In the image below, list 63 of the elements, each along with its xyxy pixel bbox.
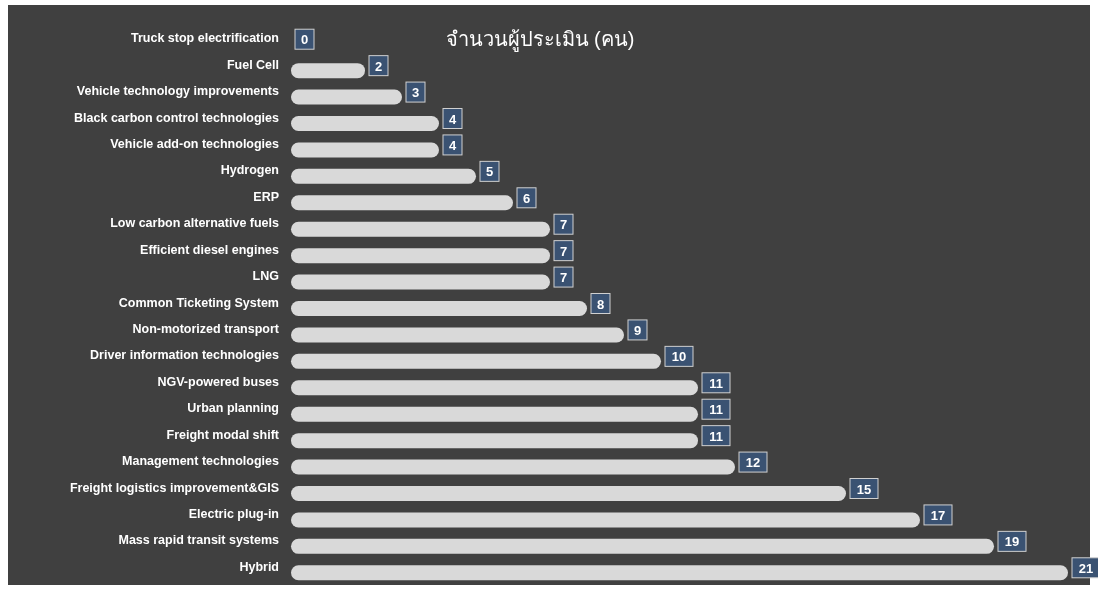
bar [291,89,402,105]
y-tick-label: Truck stop electrification [131,31,279,46]
y-tick-label: Non-motorized transport [132,321,280,336]
data-label: 5 [485,164,494,180]
data-label: 0 [300,32,309,48]
bar [291,301,587,316]
bar [291,433,698,449]
data-label: 7 [559,217,568,233]
y-tick-label: NGV-powered buses [157,374,280,389]
bar [291,274,550,290]
data-label: 7 [559,270,568,286]
bar [291,353,661,369]
bar [291,116,439,131]
y-tick-label: Freight modal shift [166,427,280,442]
data-label: 6 [522,190,531,206]
y-tick-label: Common Ticketing System [118,295,279,310]
y-tick-label: Driver information technologies [90,348,280,363]
data-label: 10 [671,349,687,365]
data-label: 8 [596,296,605,312]
y-tick-label: Efficient diesel engines [140,242,280,257]
bar [291,538,994,554]
bar [291,486,846,501]
y-tick-label: Fuel Cell [226,57,279,72]
y-tick-label: ERP [253,189,279,204]
data-label: 19 [1004,534,1020,550]
data-label: 11 [709,428,723,444]
data-label: 3 [411,85,420,101]
y-tick-label: LNG [252,269,279,284]
data-label: 7 [559,243,568,259]
y-tick-label: Low carbon alternative fuels [110,216,280,231]
data-label: 4 [448,137,457,153]
bar [291,221,550,237]
bar [291,327,624,343]
bar [291,565,1068,581]
data-label: 21 [1078,560,1094,576]
y-tick-label: Vehicle technology improvements [76,84,280,99]
data-label: 9 [633,322,642,338]
bar [291,142,439,158]
y-tick-label: Urban planning [187,401,279,416]
bar [291,195,513,211]
bar [291,406,698,422]
y-tick-label: Management technologies [122,454,280,469]
y-tick-label: Hybrid [239,559,279,574]
y-tick-label: Vehicle add-on technologies [110,136,280,151]
bar [291,248,550,264]
data-label: 2 [374,58,383,74]
y-tick-label: Electric plug-in [188,506,279,521]
bar [291,459,735,475]
y-tick-label: Freight logistics improvement&GIS [69,480,279,495]
y-tick-label: Hydrogen [220,163,279,178]
chart-title: จำนวนผู้ประเมิน (คน) [445,28,635,52]
bar [291,512,920,528]
data-label: 17 [930,507,946,523]
data-label: 11 [709,402,723,418]
data-label: 4 [448,111,457,127]
y-tick-label: Black carbon control technologies [74,110,280,125]
data-label: 12 [745,455,761,471]
bar [291,168,476,184]
data-label: 11 [709,375,723,391]
bar [291,63,365,79]
data-label: 15 [856,481,872,497]
y-tick-label: Mass rapid transit systems [118,533,280,548]
bar [291,380,698,396]
